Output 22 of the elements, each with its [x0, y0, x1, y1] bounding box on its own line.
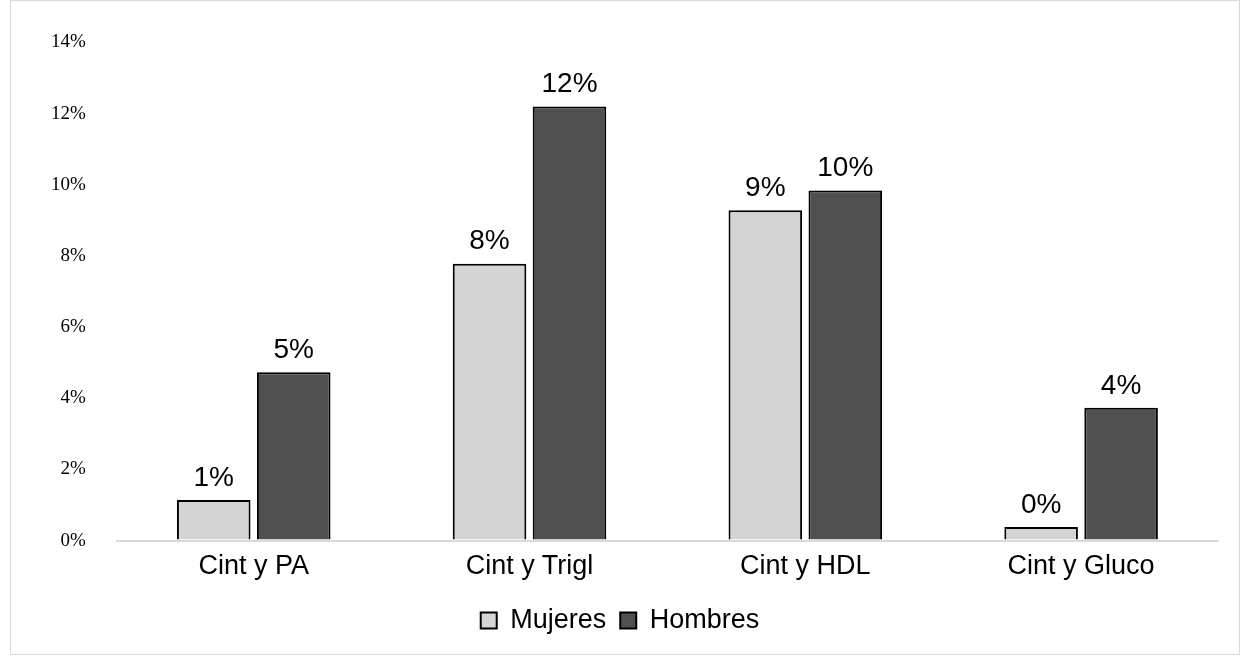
data-label: 8%: [469, 224, 510, 256]
data-label: 9%: [745, 171, 786, 203]
data-label: 10%: [817, 151, 874, 183]
data-label: 5%: [273, 333, 314, 364]
data-label: 12%: [541, 67, 598, 99]
y-tick-label: 0%: [60, 528, 86, 550]
data-label: 4%: [1100, 368, 1142, 400]
data-label: 1%: [193, 460, 234, 492]
x-tick-label: Cint y Trigl: [465, 550, 594, 581]
x-tick-label: Cint y Gluco: [1007, 550, 1155, 581]
y-tick-label: 4%: [60, 386, 86, 408]
y-tick-label: 2%: [60, 457, 86, 479]
x-tick-label: Cint y PA: [198, 550, 309, 581]
y-tick-label: 8%: [60, 243, 86, 265]
y-tick-label: 14%: [51, 30, 86, 52]
legend-label: Mujeres: [510, 603, 607, 634]
y-tick-label: 6%: [60, 315, 86, 337]
x-tick-label: Cint y HDL: [740, 550, 871, 581]
legend-label: Hombres: [649, 603, 760, 634]
y-tick-label: 10%: [51, 172, 86, 194]
data-label: 0%: [1020, 487, 1062, 519]
y-tick-label: 12%: [51, 101, 86, 123]
